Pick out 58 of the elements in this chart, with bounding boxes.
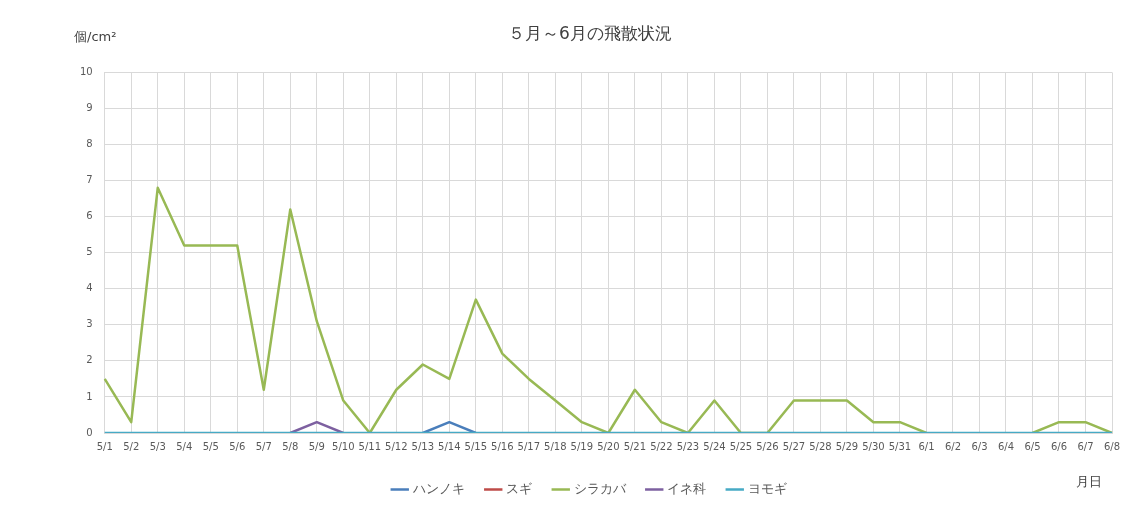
y-tick-label: 6 xyxy=(86,210,93,222)
x-tick-label: 5/20 xyxy=(597,440,620,452)
legend-label: イネ科 xyxy=(667,480,707,496)
y-tick-label: 10 xyxy=(79,65,93,77)
x-tick-label: 6/7 xyxy=(1077,440,1094,452)
legend-label: シラカバ xyxy=(573,480,627,496)
y-axis-title: 個/cm² xyxy=(74,28,117,46)
x-tick-label: 5/18 xyxy=(544,440,567,452)
x-tick-label: 5/31 xyxy=(888,440,912,452)
x-tick-label: 5/15 xyxy=(464,440,488,452)
y-tick-label: 4 xyxy=(86,282,93,294)
x-tick-label: 5/24 xyxy=(703,440,726,452)
legend-label: スギ xyxy=(506,480,533,496)
x-tick-label: 6/2 xyxy=(944,440,961,452)
x-tick-label: 6/4 xyxy=(997,440,1015,452)
x-tick-label: 5/19 xyxy=(570,440,594,452)
y-tick-label: 9 xyxy=(86,102,93,114)
x-tick-label: 5/28 xyxy=(809,440,832,452)
x-tick-label: 5/22 xyxy=(650,440,673,452)
x-tick-label: 6/3 xyxy=(971,440,988,452)
y-tick-label: 8 xyxy=(86,138,93,150)
x-tick-label: 6/8 xyxy=(1103,440,1121,452)
x-tick-label: 5/17 xyxy=(517,440,541,452)
x-tick-label: 5/27 xyxy=(782,440,806,452)
x-tick-label: 6/6 xyxy=(1050,440,1068,452)
y-tick-label: 1 xyxy=(86,390,93,402)
legend-label: ハンノキ xyxy=(411,480,465,496)
y-tick-label: 7 xyxy=(86,174,93,186)
x-tick-label: 5/29 xyxy=(835,440,859,452)
x-tick-label: 5/25 xyxy=(729,440,753,452)
x-tick-label: 5/11 xyxy=(358,440,382,452)
x-tick-label: 5/26 xyxy=(756,440,779,452)
chart-title: ５月～6月の飛散状況 xyxy=(508,22,672,43)
x-tick-label: 5/10 xyxy=(332,440,355,452)
x-axis-title: 月日 xyxy=(1076,473,1102,491)
x-tick-label: 6/5 xyxy=(1024,440,1041,452)
x-tick-label: 5/14 xyxy=(438,440,461,452)
x-tick-label: 5/21 xyxy=(623,440,647,452)
x-tick-label: 5/12 xyxy=(385,440,408,452)
x-tick-label: 5/13 xyxy=(411,440,435,452)
y-tick-label: 0 xyxy=(86,426,93,438)
y-tick-label: 3 xyxy=(86,318,93,330)
x-tick-label: 5/16 xyxy=(491,440,514,452)
x-tick-label: 5/7 xyxy=(255,440,272,452)
y-tick-label: 5 xyxy=(86,246,93,258)
legend-label: ヨモギ xyxy=(747,480,787,496)
x-tick-label: 5/23 xyxy=(676,440,700,452)
x-tick-label: 5/2 xyxy=(123,440,140,452)
x-tick-label: 5/9 xyxy=(308,440,325,452)
x-tick-label: 6/1 xyxy=(918,440,935,452)
x-tick-label: 5/30 xyxy=(862,440,885,452)
x-tick-label: 5/4 xyxy=(176,440,193,452)
y-tick-label: 2 xyxy=(86,354,93,366)
x-tick-label: 5/6 xyxy=(229,440,246,452)
x-tick-label: 5/5 xyxy=(202,440,219,452)
x-tick-label: 5/8 xyxy=(282,440,299,452)
x-tick-label: 5/1 xyxy=(96,440,113,452)
x-tick-label: 5/3 xyxy=(149,440,166,452)
